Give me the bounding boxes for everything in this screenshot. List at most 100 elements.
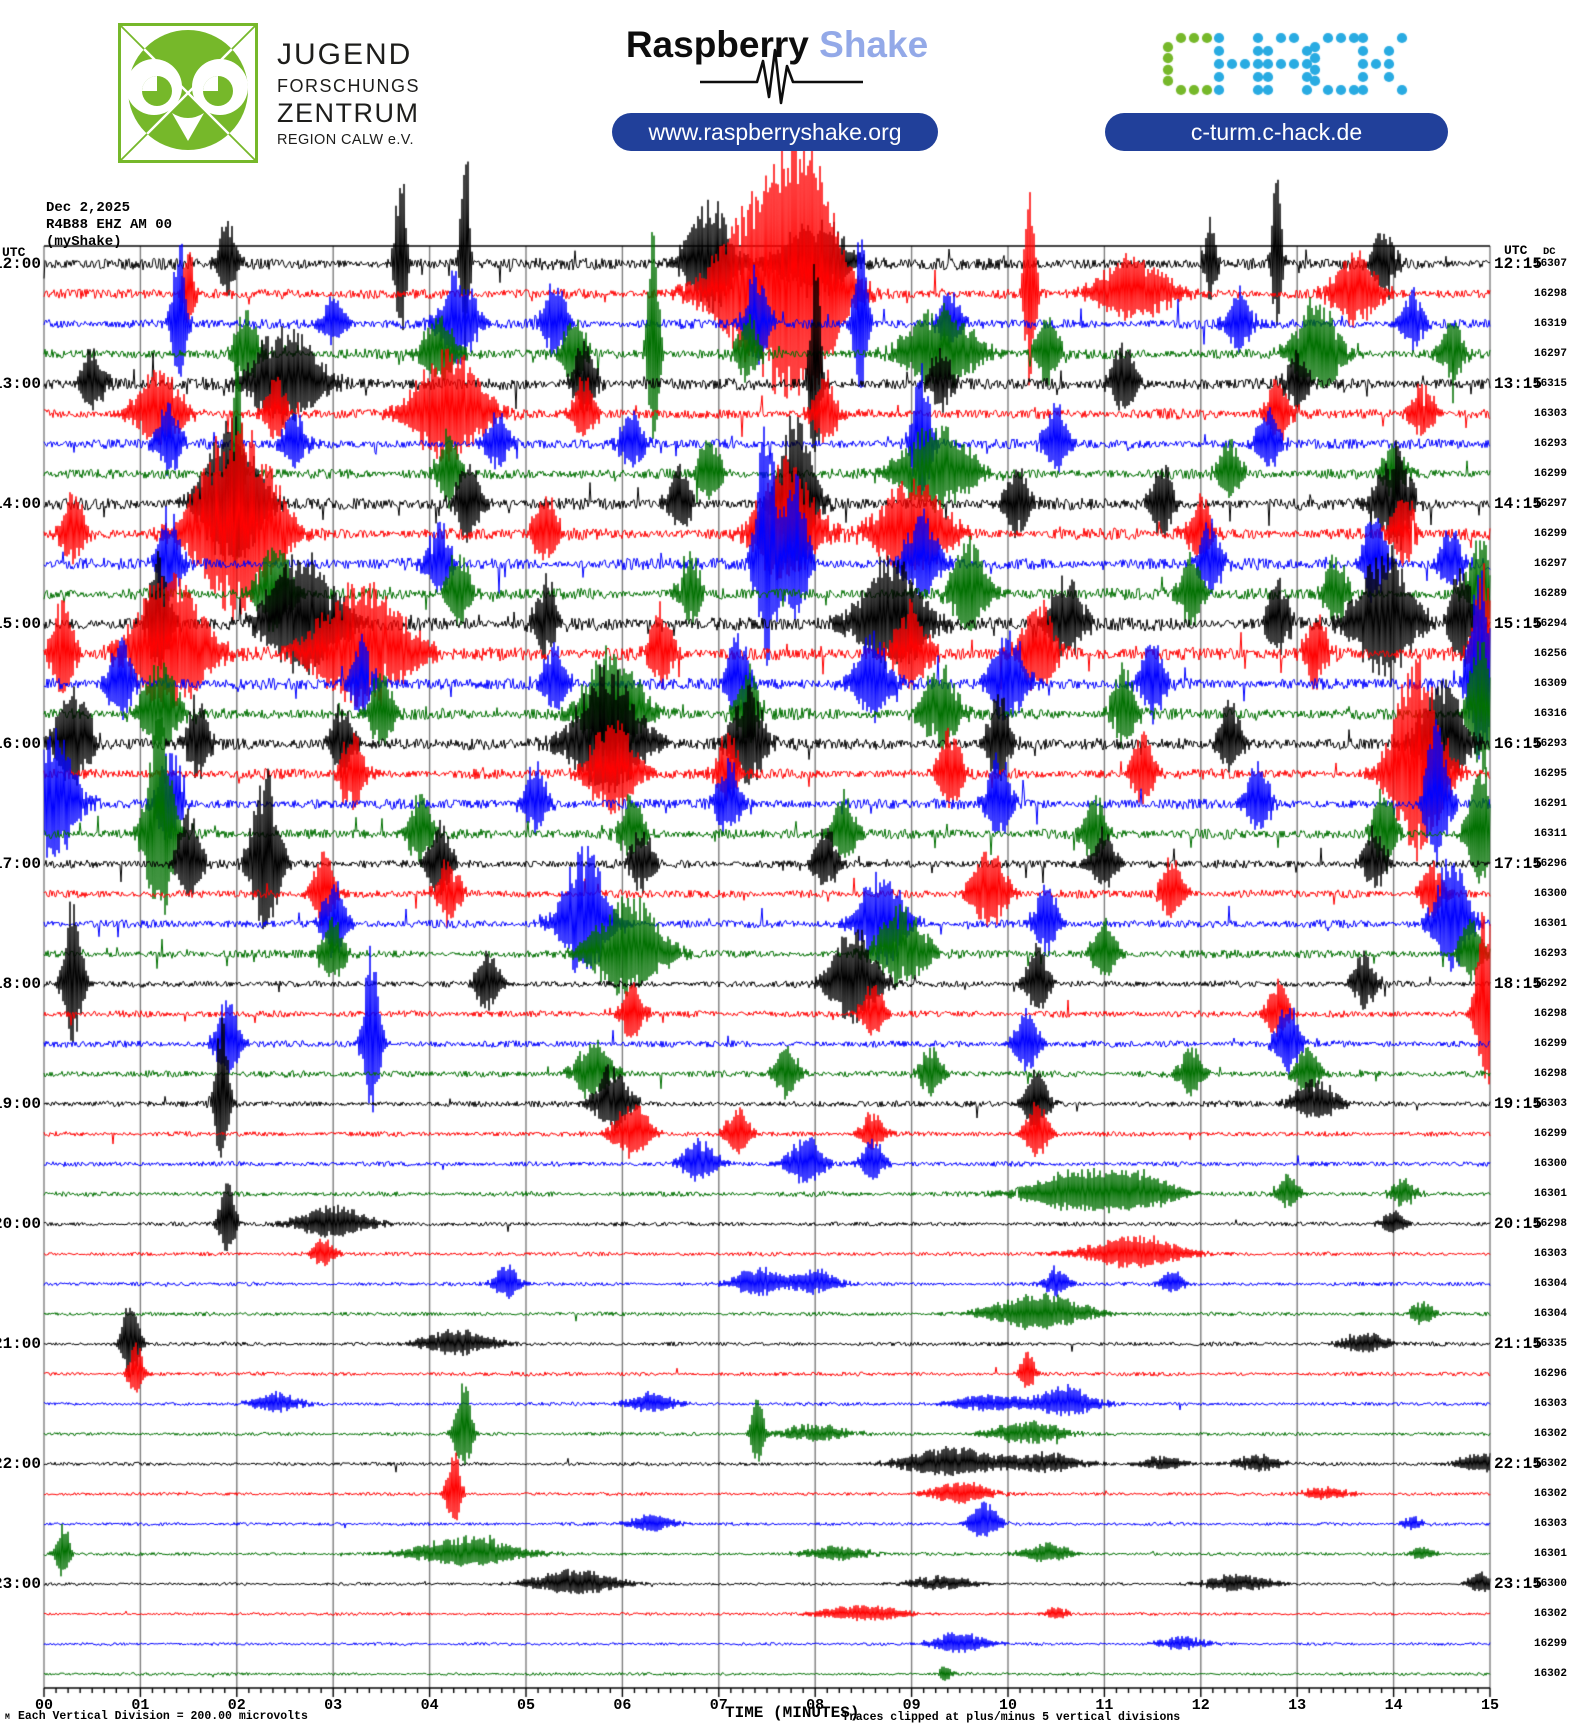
utc-hour-label-right: 16:15	[1494, 735, 1543, 753]
utc-hour-label-left: 14:00	[0, 495, 41, 513]
dc-value: 16303	[1533, 408, 1567, 420]
dc-value: 16256	[1533, 648, 1567, 660]
plot-date: Dec 2,2025	[46, 200, 131, 216]
dc-value: 16298	[1533, 1068, 1567, 1080]
x-tick-label: 01	[131, 1697, 150, 1714]
utc-hour-label-right: 13:15	[1494, 375, 1543, 393]
utc-hour-label-right: 17:15	[1494, 855, 1543, 873]
dc-value: 16311	[1533, 828, 1567, 840]
utc-hour-label-left: 17:00	[0, 855, 41, 873]
dc-value: 16309	[1533, 678, 1567, 690]
dc-value: 16296	[1533, 858, 1567, 870]
x-axis-title: TIME (MINUTES)	[725, 1704, 860, 1722]
dc-value: 16292	[1533, 978, 1567, 990]
x-tick-label: 04	[420, 1697, 439, 1714]
dc-value: 16335	[1533, 1338, 1567, 1350]
jfz-line2: FORSCHUNGS	[277, 76, 421, 96]
dc-value: 16302	[1533, 1488, 1567, 1500]
dc-value: 16307	[1533, 258, 1567, 270]
dc-value: 16297	[1533, 558, 1567, 570]
clip-note: Traces clipped at plus/minus 5 vertical …	[842, 1711, 1181, 1724]
dc-value: 16297	[1533, 348, 1567, 360]
dc-value: 16300	[1533, 888, 1567, 900]
dc-value: 16302	[1533, 1668, 1567, 1680]
utc-hour-label-right: 20:15	[1494, 1215, 1543, 1233]
x-tick-label: 06	[613, 1697, 632, 1714]
dc-value: 16300	[1533, 1158, 1567, 1170]
utc-hour-label-left: 23:00	[0, 1575, 41, 1593]
dc-value: 16301	[1533, 918, 1567, 930]
dc-value: 16299	[1533, 1128, 1567, 1140]
plot-station: R4B88 EHZ AM 00	[46, 217, 173, 233]
utc-hour-label-left: 20:00	[0, 1215, 41, 1233]
utc-hour-label-left: 13:00	[0, 375, 41, 393]
dc-value: 16302	[1533, 1428, 1567, 1440]
dc-value: 16298	[1533, 288, 1567, 300]
utc-hour-label-right: 22:15	[1494, 1455, 1543, 1473]
utc-header-left: UTC	[2, 245, 26, 260]
dc-value: 16304	[1533, 1308, 1567, 1320]
owl-icon	[118, 23, 258, 163]
dc-value: 16293	[1533, 738, 1567, 750]
jfz-wordmark: JUGEND FORSCHUNGS ZENTRUM REGION CALW e.…	[277, 40, 427, 148]
utc-hour-label-right: 15:15	[1494, 615, 1543, 633]
dc-value: 16296	[1533, 1368, 1567, 1380]
dc-value: 16294	[1533, 618, 1567, 630]
raspberryshake-url-button[interactable]: www.raspberryshake.org	[612, 113, 938, 151]
utc-hour-label-right: 12:15	[1494, 255, 1543, 273]
dc-value: 16297	[1533, 498, 1567, 510]
jfz-line4: REGION CALW e.V.	[277, 132, 414, 148]
dc-value: 16299	[1533, 528, 1567, 540]
x-tick-label: 02	[227, 1697, 246, 1714]
x-tick-label: 07	[709, 1697, 728, 1714]
utc-hour-label-right: 23:15	[1494, 1575, 1543, 1593]
utc-hour-label-left: 15:00	[0, 615, 41, 633]
seismic-pulse-icon	[700, 48, 863, 105]
x-tick-label: 13	[1288, 1697, 1307, 1714]
utc-hour-label-right: 14:15	[1494, 495, 1543, 513]
dc-value: 16303	[1533, 1248, 1567, 1260]
x-tick-label: 03	[324, 1697, 343, 1714]
dc-value: 16304	[1533, 1278, 1567, 1290]
dc-value: 16298	[1533, 1218, 1567, 1230]
x-tick-label: 10	[998, 1697, 1017, 1714]
dc-value: 16289	[1533, 588, 1567, 600]
raspberry-shake-wordmark: Raspberry Shake	[612, 24, 942, 66]
utc-hour-label-right: 18:15	[1494, 975, 1543, 993]
x-tick-label: 05	[516, 1697, 535, 1714]
dc-value: 16299	[1533, 468, 1567, 480]
dc-value: 16298	[1533, 1008, 1567, 1020]
utc-hour-label-left: 12:00	[0, 255, 41, 273]
x-tick-label: 14	[1384, 1697, 1403, 1714]
dc-value: 16293	[1533, 948, 1567, 960]
dc-value: 16299	[1533, 1038, 1567, 1050]
utc-hour-label-left: 22:00	[0, 1455, 41, 1473]
dc-value: 16316	[1533, 708, 1567, 720]
dc-value: 16319	[1533, 318, 1567, 330]
jfz-line1: JUGEND	[277, 38, 413, 71]
x-tick-label: 08	[806, 1697, 825, 1714]
dc-value: 16299	[1533, 1638, 1567, 1650]
dc-value: 16291	[1533, 798, 1567, 810]
x-tick-label: 12	[1191, 1697, 1210, 1714]
dc-value: 16303	[1533, 1398, 1567, 1410]
dc-value: 16300	[1533, 1578, 1567, 1590]
chack-url-button[interactable]: c-turm.c-hack.de	[1105, 113, 1448, 151]
utc-header-right: UTC	[1504, 243, 1528, 258]
dc-value: 16293	[1533, 438, 1567, 450]
scale-note: Each Vertical Division = 200.00 microvol…	[18, 1710, 308, 1723]
utc-hour-label-left: 21:00	[0, 1335, 41, 1353]
shake-word: Shake	[819, 24, 929, 65]
utc-hour-label-left: 19:00	[0, 1095, 41, 1113]
dc-value: 16301	[1533, 1548, 1567, 1560]
x-tick-label: 15	[1480, 1697, 1499, 1714]
dc-value: 16303	[1533, 1098, 1567, 1110]
dc-value: 16315	[1533, 378, 1567, 390]
dc-value: 16302	[1533, 1458, 1567, 1470]
utc-hour-label-left: 16:00	[0, 735, 41, 753]
utc-hour-label-right: 19:15	[1494, 1095, 1543, 1113]
x-tick-label: 09	[902, 1697, 921, 1714]
utc-hour-label-left: 18:00	[0, 975, 41, 993]
